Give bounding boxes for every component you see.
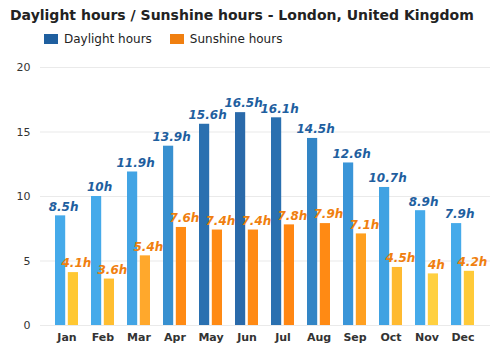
- html-text:Daylight hours / Sunshine hour: Daylight hours / Sunshine hours - London…: [10, 7, 474, 23]
- svg-text:3.6h: 3.6h: [97, 263, 127, 277]
- svg-text:0: 0: [24, 319, 31, 332]
- svg-text:7.8h: 7.8h: [277, 209, 307, 223]
- svg-text:20: 20: [17, 61, 31, 74]
- svg-text:Oct: Oct: [380, 331, 401, 344]
- svg-text:Aug: Aug: [307, 331, 331, 344]
- svg-text:Nov: Nov: [415, 331, 440, 344]
- svg-text:7.6h: 7.6h: [169, 211, 199, 225]
- svg-text:7.1h: 7.1h: [349, 218, 379, 232]
- svg-text:Jul: Jul: [274, 331, 291, 344]
- svg-text:Feb: Feb: [92, 331, 115, 344]
- svg-text:16.1h: 16.1h: [261, 102, 299, 116]
- svg-text:4.1h: 4.1h: [60, 256, 91, 270]
- svg-text:Dec: Dec: [451, 331, 474, 344]
- svg-text:7.4h: 7.4h: [205, 214, 235, 228]
- svg-text:11.9h: 11.9h: [117, 156, 155, 170]
- svg-text:May: May: [198, 331, 223, 344]
- svg-text:15: 15: [17, 126, 31, 139]
- svg-text:7.9h: 7.9h: [445, 207, 475, 221]
- svg-text:Jun: Jun: [236, 331, 257, 344]
- svg-text:Mar: Mar: [127, 331, 151, 344]
- svg-text:10: 10: [17, 190, 31, 203]
- html-text:Daylight hours: Daylight hours: [64, 32, 152, 46]
- svg-text:Sep: Sep: [343, 331, 366, 344]
- svg-text:15.6h: 15.6h: [189, 108, 227, 122]
- svg-text:8.9h: 8.9h: [409, 195, 439, 209]
- svg-text:Apr: Apr: [164, 331, 186, 344]
- svg-text:4.2h: 4.2h: [456, 255, 487, 269]
- svg-text:8.5h: 8.5h: [49, 200, 79, 214]
- svg-text:7.4h: 7.4h: [241, 214, 271, 228]
- svg-text:10h: 10h: [87, 180, 112, 194]
- svg-text:4.5h: 4.5h: [384, 251, 415, 265]
- svg-text:5.4h: 5.4h: [133, 240, 163, 254]
- html-text:Sunshine hours: Sunshine hours: [189, 32, 283, 46]
- svg-text:5: 5: [24, 255, 31, 268]
- svg-text:14.5h: 14.5h: [297, 122, 335, 136]
- svg-text:Jan: Jan: [56, 331, 76, 344]
- svg-text:12.6h: 12.6h: [333, 147, 371, 161]
- svg-text:13.9h: 13.9h: [153, 130, 191, 144]
- svg-text:16.5h: 16.5h: [225, 96, 263, 110]
- svg-text:7.9h: 7.9h: [313, 207, 343, 221]
- svg-text:4h: 4h: [427, 258, 445, 272]
- svg-text:10.7h: 10.7h: [369, 171, 407, 185]
